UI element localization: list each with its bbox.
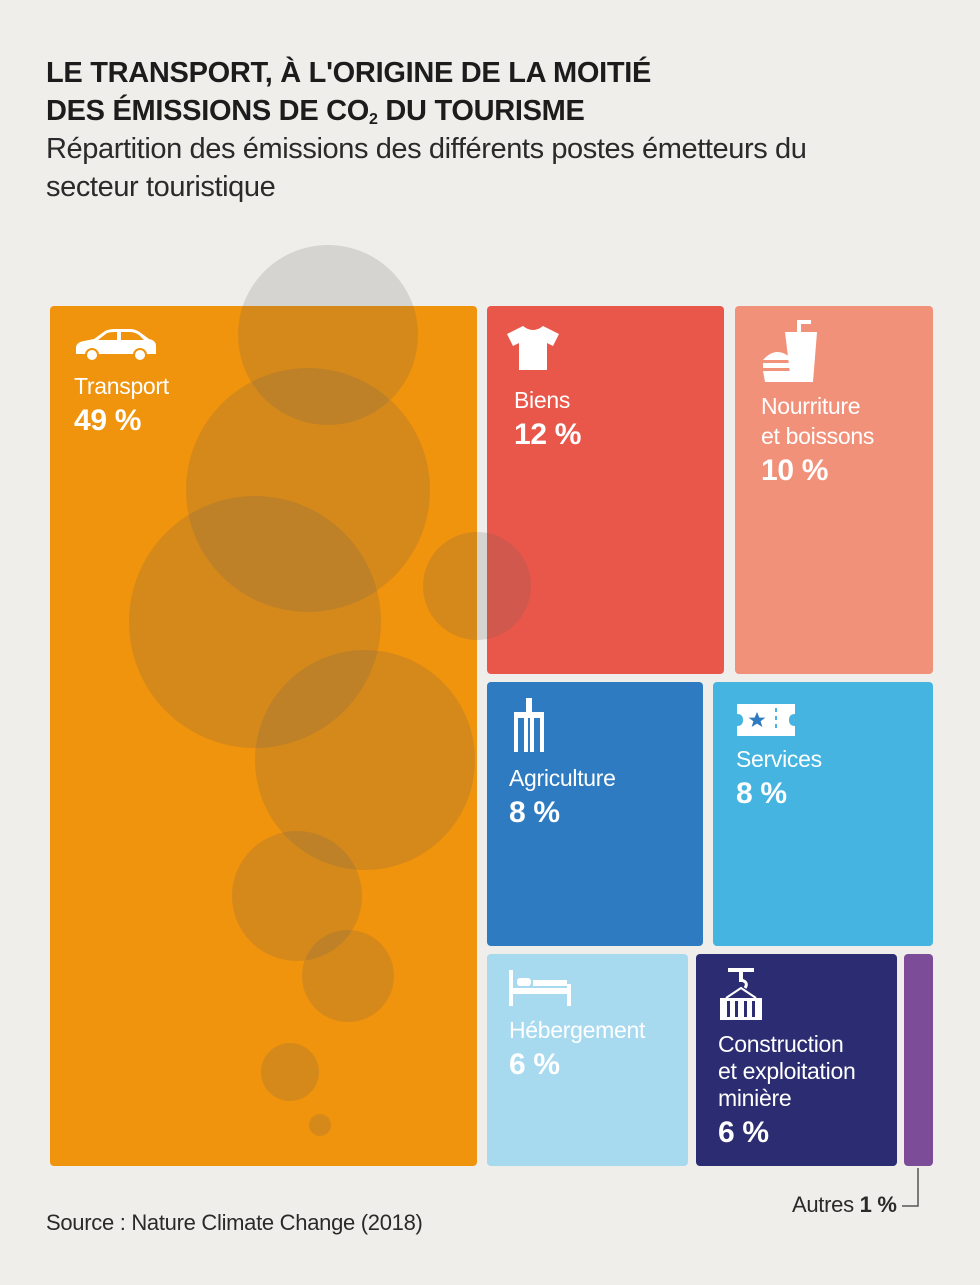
value-transport: 49 % (74, 404, 142, 437)
car-icon (76, 329, 156, 362)
tile-construction: Construction et exploitation minière 6 % (696, 954, 897, 1166)
tile-autres (904, 954, 933, 1166)
tile-hebergement: Hébergement 6 % (487, 954, 688, 1166)
tile-transport: Transport 49 % (50, 306, 477, 1166)
label-transport: Transport (74, 373, 169, 399)
value-services: 8 % (736, 777, 787, 810)
tshirt-icon (507, 326, 559, 370)
value-hebergement: 6 % (509, 1048, 560, 1081)
ticket-icon (737, 704, 795, 736)
chart-title-line2: DES ÉMISSIONS DE CO2 DU TOURISME (46, 95, 585, 128)
value-construction: 6 % (718, 1116, 769, 1149)
chart-title-line1: LE TRANSPORT, À L'ORIGINE DE LA MOITIÉ (46, 57, 652, 89)
label-nourriture-1: Nourriture (761, 393, 861, 419)
label-construction-3: minière (718, 1085, 792, 1111)
value-autres: 1 % (859, 1192, 897, 1217)
value-biens: 12 % (514, 418, 582, 451)
value-nourriture: 10 % (761, 454, 829, 487)
label-hebergement: Hébergement (509, 1017, 646, 1043)
crane-container-icon (720, 968, 762, 1020)
tile-services: Services 8 % (713, 682, 933, 946)
chart-subtitle: Répartition des émissions des différents… (46, 133, 807, 203)
label-nourriture-2: et boissons (761, 423, 875, 449)
fork-icon (514, 698, 544, 752)
tile-nourriture: Nourriture et boissons 10 % (735, 306, 933, 674)
tile-agriculture: Agriculture 8 % (487, 682, 703, 946)
label-agriculture: Agriculture (509, 765, 616, 791)
label-construction-1: Construction (718, 1031, 844, 1057)
autres-leader-line (902, 1168, 919, 1207)
label-autres: Autres 1 % (792, 1192, 897, 1217)
label-construction-2: et exploitation (718, 1058, 856, 1084)
label-services: Services (736, 746, 822, 772)
label-biens: Biens (514, 387, 571, 413)
chart-title: LE TRANSPORT, À L'ORIGINE DE LA MOITIÉ D… (46, 54, 846, 139)
tile-biens: Biens 12 % (487, 306, 724, 674)
source-note: Source : Nature Climate Change (2018) (46, 1210, 423, 1235)
bed-icon (509, 970, 571, 1006)
value-agriculture: 8 % (509, 796, 560, 829)
food-drink-icon (763, 320, 817, 382)
